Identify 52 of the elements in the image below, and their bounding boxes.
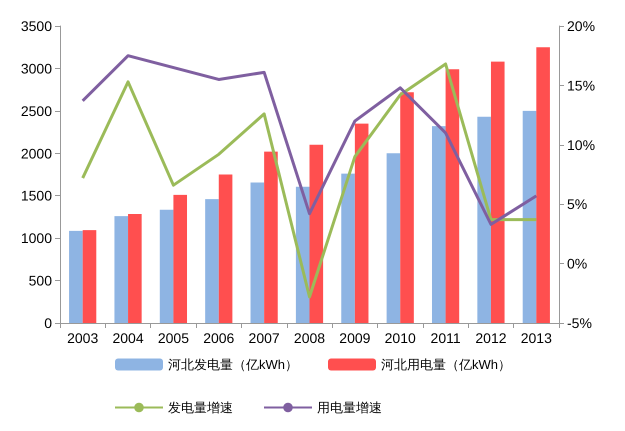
x-tick-label: 2010: [384, 330, 416, 346]
line-series: [81, 54, 538, 226]
bar: [160, 210, 174, 323]
legend-label: 发电量增速: [168, 400, 233, 415]
y2-tick-label: 10%: [567, 136, 596, 153]
legend-label: 河北用电量（亿kWh）: [381, 357, 511, 372]
y-tick-label: 1000: [20, 230, 52, 246]
bar: [82, 230, 96, 323]
x-tick-label: 2013: [520, 330, 552, 346]
y-tick-label: 1500: [20, 188, 52, 204]
bar: [354, 124, 368, 323]
y-tick-label: 3000: [20, 60, 52, 76]
legend-label: 河北发电量（亿kWh）: [168, 357, 298, 372]
y-tick-label: 3500: [20, 18, 52, 34]
x-tick-label: 2011: [430, 330, 461, 346]
x-tick-label: 2008: [294, 330, 326, 346]
y-tick-label: 0: [44, 315, 52, 331]
x-tick-label: 2004: [112, 330, 144, 346]
bar: [341, 174, 355, 323]
bar: [522, 110, 536, 323]
y2-tick-label: 15%: [567, 77, 596, 94]
x-tick-label: 2007: [248, 330, 280, 346]
bar: [264, 152, 278, 323]
y2-tick-label: -5%: [567, 315, 592, 331]
x-tick-label: 2012: [475, 330, 507, 346]
bar: [400, 92, 414, 323]
bar: [114, 216, 128, 323]
legend-label: 用电量增速: [317, 400, 382, 415]
bar: [386, 153, 400, 323]
y2-tick-label: 0%: [567, 256, 588, 272]
x-tick-label: 2009: [339, 330, 371, 346]
bar: [310, 144, 324, 323]
bar: [205, 199, 219, 323]
x-tick-label: 2005: [158, 330, 190, 346]
bar: [446, 69, 460, 323]
bar: [250, 182, 264, 323]
bar: [490, 62, 505, 323]
bar: [477, 116, 491, 323]
bar: [432, 126, 446, 323]
y-tick-label: 2000: [20, 145, 52, 162]
y-tick-label: 500: [28, 272, 52, 289]
bar: [218, 174, 232, 323]
bar: [173, 194, 188, 323]
bar: [128, 214, 142, 323]
y-tick-label: 2500: [20, 102, 52, 119]
line-series: [81, 62, 538, 298]
bar: [69, 230, 83, 323]
y2-tick-label: 20%: [567, 18, 596, 34]
x-tick-label: 2006: [203, 330, 235, 346]
x-tick-label: 2003: [67, 330, 98, 346]
bar: [536, 47, 550, 323]
y2-tick-label: 5%: [567, 196, 588, 212]
